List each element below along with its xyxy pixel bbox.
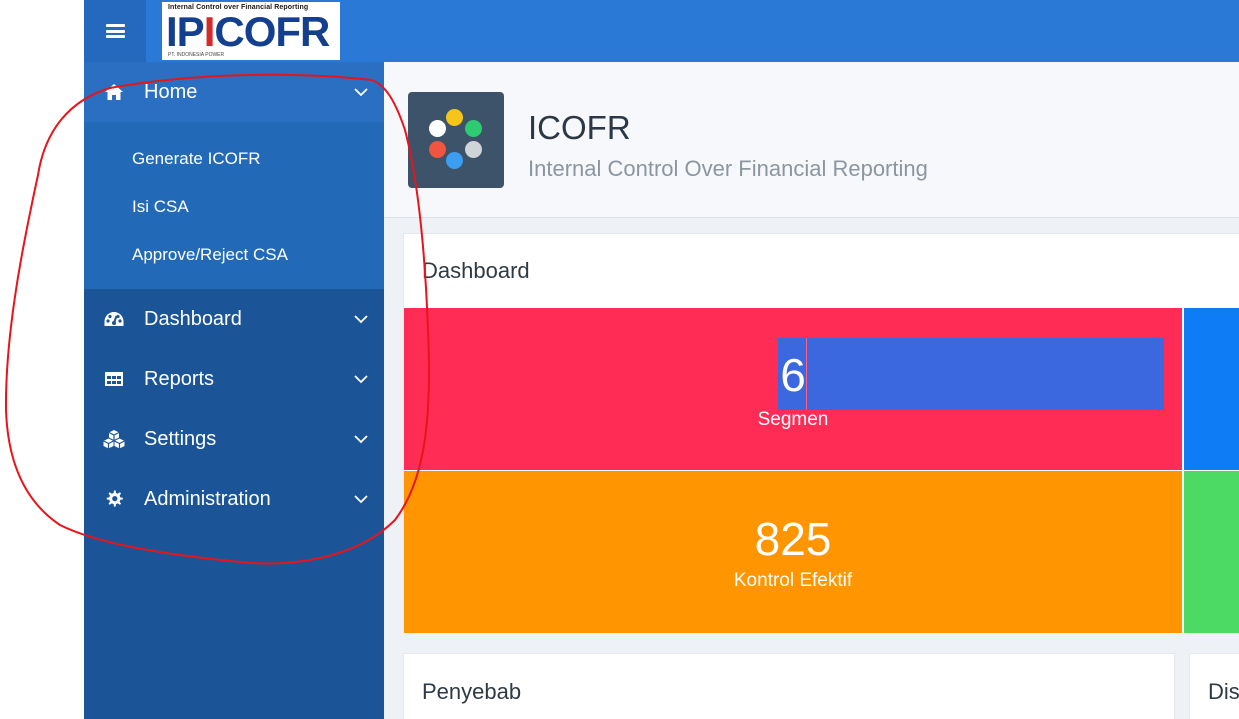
top-navbar: Internal Control over Financial Reportin… (84, 0, 1239, 62)
sidebar-subitem-generate-icofr[interactable]: Generate ICOFR (132, 149, 261, 168)
kontrol-efektif-tile[interactable]: 825 Kontrol Efektif (404, 471, 1182, 633)
home-icon (84, 83, 144, 101)
gear-icon (84, 490, 144, 508)
dis-card-title: Dis (1208, 679, 1239, 704)
sidebar-subitem-approve-reject-csa[interactable]: Approve/Reject CSA (132, 245, 288, 264)
app-dots-icon (408, 92, 504, 188)
segmen-tile[interactable]: 6 Segmen (404, 308, 1182, 470)
sidebar: Home Generate ICOFR Isi CSA Approve/Reje… (84, 62, 384, 719)
stat-tile-blue[interactable] (1184, 308, 1239, 470)
chevron-down-icon (338, 434, 384, 444)
kontrol-efektif-label: Kontrol Efektif (733, 570, 853, 591)
text-cursor (806, 338, 807, 410)
sidebar-item-label: Reports (144, 367, 215, 390)
penyebab-card: Penyebab (403, 653, 1175, 719)
dis-card: Dis (1189, 653, 1239, 719)
sidebar-item-home[interactable]: Home (84, 62, 384, 122)
page-subtitle: Internal Control Over Financial Reportin… (528, 156, 928, 181)
logo-tagline: Internal Control over Financial Reportin… (168, 4, 309, 11)
penyebab-card-title: Penyebab (422, 679, 522, 704)
text-selection-highlight (778, 338, 1164, 410)
sidebar-item-reports[interactable]: Reports (84, 349, 384, 409)
chevron-down-icon (338, 314, 384, 324)
segmen-count: 6 (780, 349, 806, 401)
home-submenu: Generate ICOFR Isi CSA Approve/Reject CS… (84, 122, 384, 289)
sidebar-item-label: Settings (144, 427, 217, 450)
blank-margin (0, 0, 84, 719)
chevron-down-icon (338, 374, 384, 384)
dashboard-card: Dashboard 6 Segmen 825 Kontrol Efektif (403, 233, 1239, 633)
sidebar-item-label: Dashboard (144, 307, 242, 330)
logo-wordmark: IPICOFR (166, 8, 330, 55)
hamburger-menu-button[interactable] (84, 0, 146, 62)
cubes-icon (84, 429, 144, 449)
chevron-down-icon (338, 87, 384, 97)
sidebar-subitem-isi-csa[interactable]: Isi CSA (132, 197, 189, 216)
sidebar-item-administration[interactable]: Administration (84, 469, 384, 529)
sidebar-item-settings[interactable]: Settings (84, 409, 384, 469)
dashboard-card-title: Dashboard (422, 258, 530, 283)
app-logo[interactable]: Internal Control over Financial Reportin… (162, 2, 340, 60)
sidebar-item-label: Administration (144, 487, 271, 510)
main-content: ICOFR Internal Control Over Financial Re… (384, 62, 1239, 719)
sidebar-item-label: Home (144, 80, 198, 103)
kontrol-efektif-count: 825 (754, 513, 832, 565)
table-icon (84, 371, 144, 387)
stat-tile-green[interactable] (1184, 471, 1239, 633)
sidebar-item-dashboard[interactable]: Dashboard (84, 289, 384, 349)
logo-company: PT. INDONESIA POWER (168, 52, 225, 58)
dashboard-icon (84, 310, 144, 328)
page-header: ICOFR Internal Control Over Financial Re… (384, 62, 1239, 218)
chevron-down-icon (338, 494, 384, 504)
sidebar-group-home: Home Generate ICOFR Isi CSA Approve/Reje… (84, 62, 384, 289)
page-title: ICOFR (528, 109, 631, 146)
hamburger-icon (105, 24, 125, 38)
segmen-label: Segmen (757, 409, 829, 430)
